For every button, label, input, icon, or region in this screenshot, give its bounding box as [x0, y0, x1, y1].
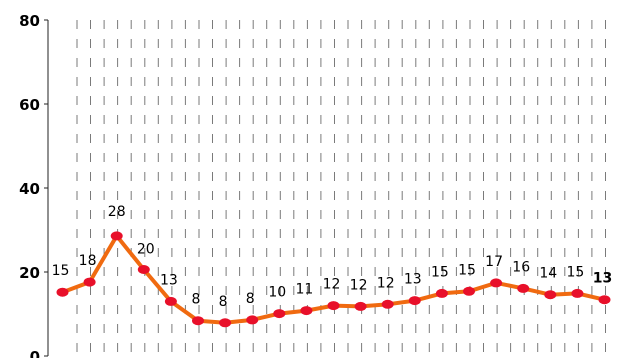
- data-label-0: 15: [52, 263, 70, 279]
- data-point-9: [300, 306, 313, 316]
- data-label-4: 13: [160, 272, 178, 288]
- data-point-12: [381, 299, 394, 309]
- data-label-3: 20: [137, 242, 155, 258]
- data-point-4: [164, 296, 177, 306]
- y-tick-label-60: 60: [19, 96, 40, 114]
- data-label-12: 12: [377, 275, 395, 291]
- y-tick-label-20: 20: [19, 264, 40, 282]
- data-point-10: [327, 301, 340, 311]
- axis-layer: 0 20 40 60 80: [19, 12, 49, 362]
- data-label-19: 15: [566, 264, 584, 280]
- data-point-6: [219, 318, 232, 328]
- data-label-6: 8: [219, 294, 228, 310]
- data-label-20: 13: [593, 271, 612, 287]
- data-point-15: [463, 286, 475, 296]
- data-point-16: [490, 278, 503, 288]
- data-point-0: [56, 287, 69, 297]
- data-label-16: 17: [485, 254, 503, 270]
- data-point-8: [273, 309, 286, 319]
- data-point-1: [83, 277, 96, 287]
- data-label-10: 12: [323, 277, 341, 293]
- data-label-15: 15: [458, 262, 476, 278]
- data-point-18: [544, 290, 557, 300]
- data-point-19: [571, 288, 584, 298]
- data-point-14: [435, 288, 448, 298]
- y-tick-label-0: 0: [30, 348, 40, 358]
- data-point-3: [137, 265, 150, 274]
- data-label-14: 15: [431, 264, 449, 280]
- data-point-7: [246, 315, 259, 325]
- data-label-13: 13: [404, 272, 422, 288]
- label-layer: 15 18 28 20 13 8 8 8 10 11 12 12 12 13 15 15 17 16 14 15 13: [52, 204, 613, 310]
- data-label-7: 8: [246, 291, 255, 307]
- data-point-11: [354, 301, 367, 311]
- data-point-2: [110, 231, 123, 241]
- data-label-2: 28: [108, 204, 126, 220]
- data-point-13: [408, 296, 421, 306]
- data-label-11: 12: [350, 277, 368, 293]
- data-label-17: 16: [512, 259, 530, 275]
- data-label-8: 10: [268, 285, 286, 301]
- data-point-20: [598, 295, 611, 305]
- data-label-18: 14: [539, 266, 557, 282]
- data-label-9: 11: [295, 282, 313, 298]
- data-point-5: [192, 316, 204, 326]
- data-point-17: [517, 283, 530, 293]
- marker-layer: [56, 231, 611, 328]
- y-tick-label-40: 40: [19, 180, 40, 198]
- data-label-1: 18: [79, 253, 97, 269]
- data-label-5: 8: [192, 292, 201, 308]
- y-tick-label-80: 80: [19, 12, 40, 30]
